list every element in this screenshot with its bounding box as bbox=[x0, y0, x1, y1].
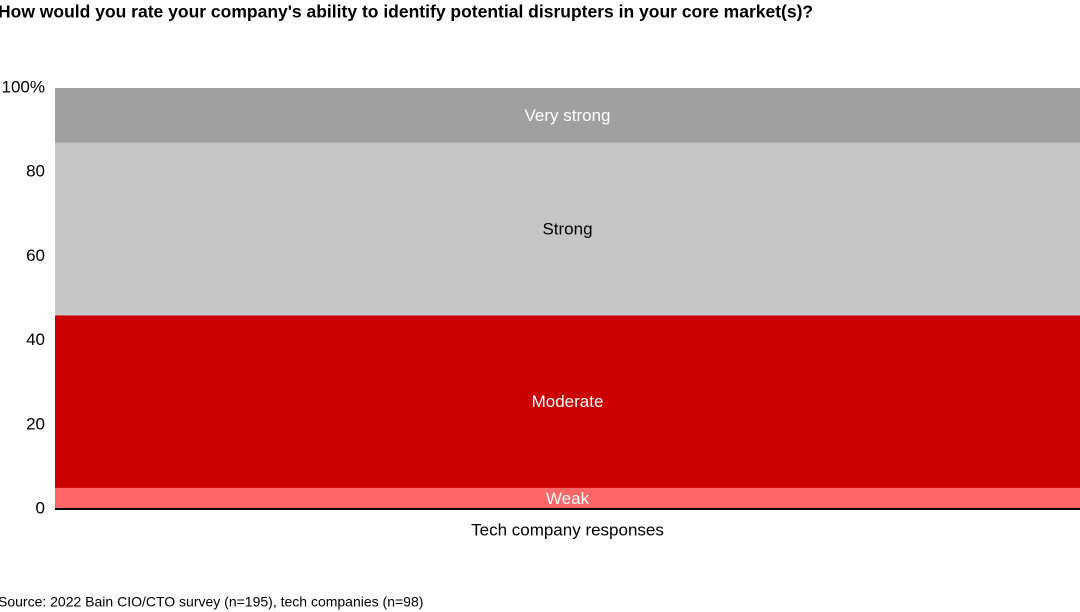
segment-label: Weak bbox=[546, 489, 590, 508]
segment-label: Moderate bbox=[532, 392, 604, 411]
bar-segment bbox=[55, 315, 1080, 488]
bar-segment bbox=[55, 142, 1080, 316]
y-tick-label: 100% bbox=[2, 77, 45, 96]
y-tick-label: 20 bbox=[26, 414, 45, 433]
segment-label: Very strong bbox=[525, 106, 611, 125]
bar-segment bbox=[55, 487, 1080, 509]
segment-label: Strong bbox=[542, 220, 592, 239]
y-tick-label: 60 bbox=[26, 246, 45, 265]
bar-segment bbox=[55, 88, 1080, 143]
y-tick-label: 0 bbox=[36, 498, 45, 517]
x-tick-label: Tech company responses bbox=[471, 520, 664, 539]
chart-title: How would you rate your company's abilit… bbox=[0, 2, 813, 22]
y-tick-label: 40 bbox=[26, 330, 45, 349]
source-note: Source: 2022 Bain CIO/CTO survey (n=195)… bbox=[0, 594, 423, 610]
y-tick-label: 80 bbox=[26, 162, 45, 181]
